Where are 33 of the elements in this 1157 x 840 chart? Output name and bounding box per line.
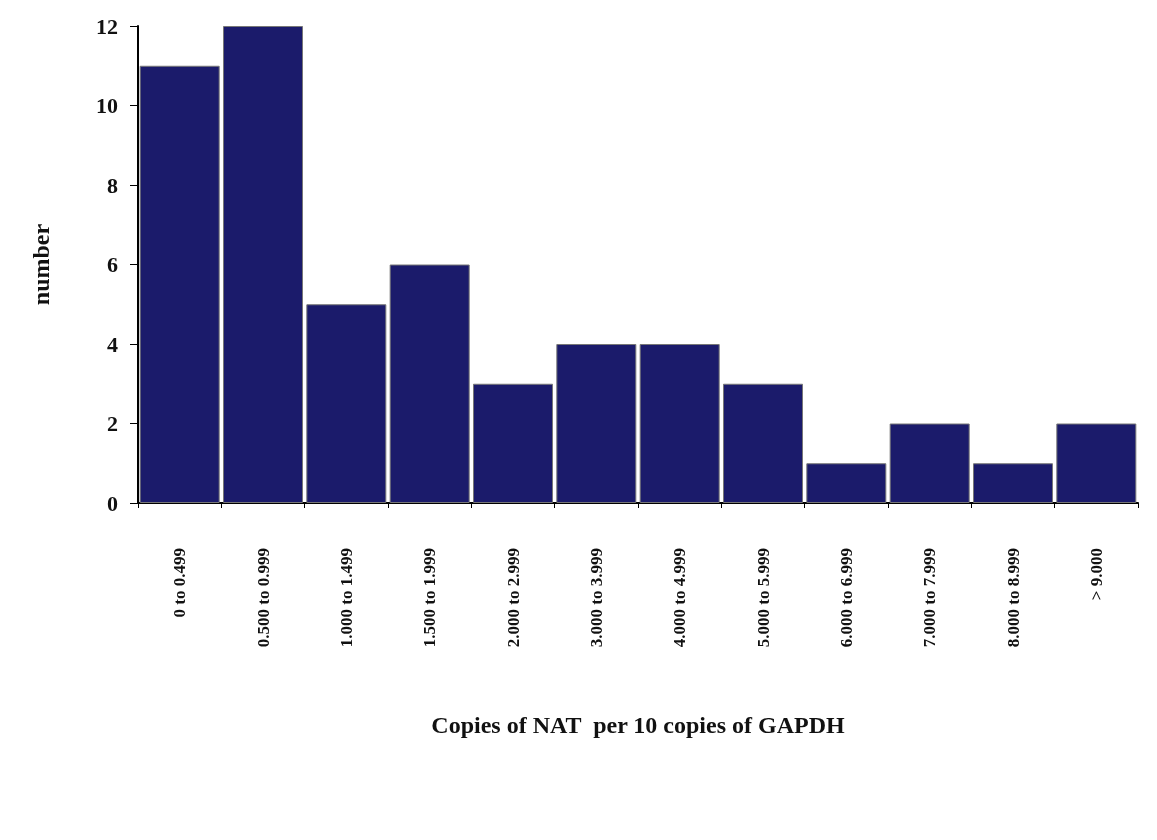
x-tick-label: 6.000 to 6.999	[836, 548, 856, 648]
y-tick-label: 12	[96, 13, 118, 39]
bar	[973, 463, 1053, 503]
x-tick-label: 0.500 to 0.999	[253, 548, 273, 648]
y-axis-title: number	[28, 223, 54, 306]
x-tick-label: > 9.000	[1086, 548, 1106, 601]
x-tick-label: 4.000 to 4.999	[670, 548, 690, 648]
y-tick-label: 4	[107, 331, 118, 357]
bar	[223, 26, 303, 503]
bar	[473, 383, 553, 503]
x-tick-label: 5.000 to 5.999	[753, 548, 773, 648]
x-tick-label: 1.000 to 1.499	[336, 548, 356, 648]
bar	[639, 344, 720, 503]
x-tick-label: 1.500 to 1.999	[420, 548, 440, 648]
x-tick-label: 0 to 0.499	[170, 548, 190, 618]
bar	[389, 264, 470, 503]
bar	[806, 463, 887, 503]
bar	[306, 304, 387, 503]
y-tick-label: 0	[107, 490, 118, 516]
bar	[723, 383, 803, 503]
x-tick-label: 8.000 to 8.999	[1003, 548, 1023, 648]
x-tick-label: 2.000 to 2.999	[503, 548, 523, 648]
bar	[889, 423, 970, 503]
y-tick-label: 8	[107, 172, 118, 198]
x-tick-label: 7.000 to 7.999	[920, 548, 940, 648]
bar	[139, 65, 220, 503]
y-tick-label: 6	[107, 252, 118, 277]
y-tick-label: 10	[96, 93, 118, 118]
x-tick-label: 3.000 to 3.999	[586, 548, 606, 648]
bar	[1056, 423, 1137, 503]
x-axis-title: Copies of NAT per 10 copies of GAPDH	[431, 712, 845, 738]
bar	[556, 344, 637, 503]
y-tick-label: 2	[107, 411, 118, 436]
